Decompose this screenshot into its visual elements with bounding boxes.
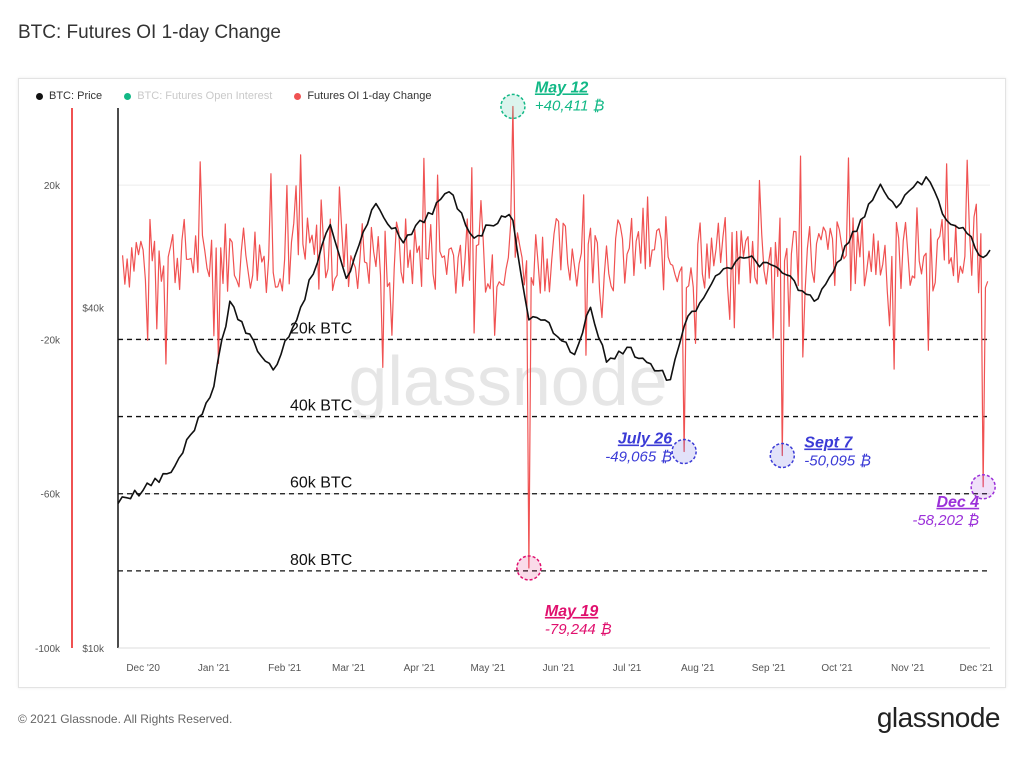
x-tick-label: Mar '21 (332, 663, 365, 674)
y-tick-label: -100k (35, 644, 61, 655)
legend-dot-open-interest (124, 92, 132, 100)
price-line (117, 176, 991, 504)
oi-change-line (121, 105, 989, 569)
threshold-label: 80k BTC (290, 552, 352, 569)
x-tick-label: Feb '21 (268, 663, 301, 674)
x-tick-label: Nov '21 (891, 663, 925, 674)
x-tick-label: Jan '21 (198, 663, 230, 674)
legend: BTC: Price BTC: Futures Open Interest Fu… (36, 90, 431, 102)
legend-label-oi-change: Futures OI 1-day Change (307, 90, 432, 102)
annotation-marker (671, 438, 697, 465)
x-tick-label: May '21 (470, 663, 505, 674)
x-tick-label: Jul '21 (613, 663, 642, 674)
annotation-marker (516, 555, 542, 581)
annotation-date: Dec 4 (936, 494, 979, 511)
price-tick-label: $10k (82, 644, 105, 655)
watermark: glassnode (348, 342, 667, 420)
legend-label-open-interest: BTC: Futures Open Interest (137, 90, 273, 102)
annotation-value: -79,244 ₿ (545, 621, 612, 638)
y-tick-label: -20k (41, 335, 61, 346)
legend-label-price: BTC: Price (49, 90, 103, 102)
annotation-date: July 26 (618, 431, 672, 448)
x-tick-label: Apr '21 (404, 663, 436, 674)
annotation-marker (500, 93, 526, 120)
annotation-marker (970, 474, 996, 500)
threshold-label: 60k BTC (290, 475, 352, 492)
legend-dot-price (36, 92, 43, 100)
footer-copyright: © 2021 Glassnode. All Rights Reserved. (18, 712, 233, 726)
threshold-label: 40k BTC (290, 398, 352, 415)
legend-item-open-interest[interactable]: BTC: Futures Open Interest (124, 90, 272, 102)
price-tick-label: $40k (82, 303, 105, 314)
annotation-marker (769, 442, 796, 469)
legend-item-oi-change[interactable]: Futures OI 1-day Change (294, 90, 431, 102)
x-tick-label: Jun '21 (543, 663, 575, 674)
x-tick-label: Dec '21 (960, 663, 994, 674)
x-tick-label: Sep '21 (752, 663, 786, 674)
threshold-label: 20k BTC (290, 320, 352, 337)
annotation-value: +40,411 ₿ (535, 97, 605, 114)
chart-card (18, 78, 1006, 688)
x-tick-label: Aug '21 (681, 663, 715, 674)
annotation-value: -50,095 ₿ (804, 453, 871, 470)
x-tick-label: Oct '21 (821, 663, 853, 674)
chart-title: BTC: Futures OI 1-day Change (18, 22, 281, 43)
annotation-value: -49,065 ₿ (605, 449, 672, 466)
x-tick-label: Dec '20 (126, 663, 160, 674)
annotation-date: May 12 (535, 79, 588, 96)
y-tick-label: 20k (44, 181, 61, 192)
y-tick-label: -60k (41, 490, 61, 501)
legend-item-price[interactable]: BTC: Price (36, 90, 102, 102)
annotation-date: Sept 7 (804, 435, 853, 452)
annotation-date: May 19 (545, 603, 598, 620)
legend-dot-oi-change (294, 92, 302, 100)
footer-logo: glassnode (876, 702, 1001, 733)
annotation-value: -58,202 ₿ (912, 512, 979, 529)
